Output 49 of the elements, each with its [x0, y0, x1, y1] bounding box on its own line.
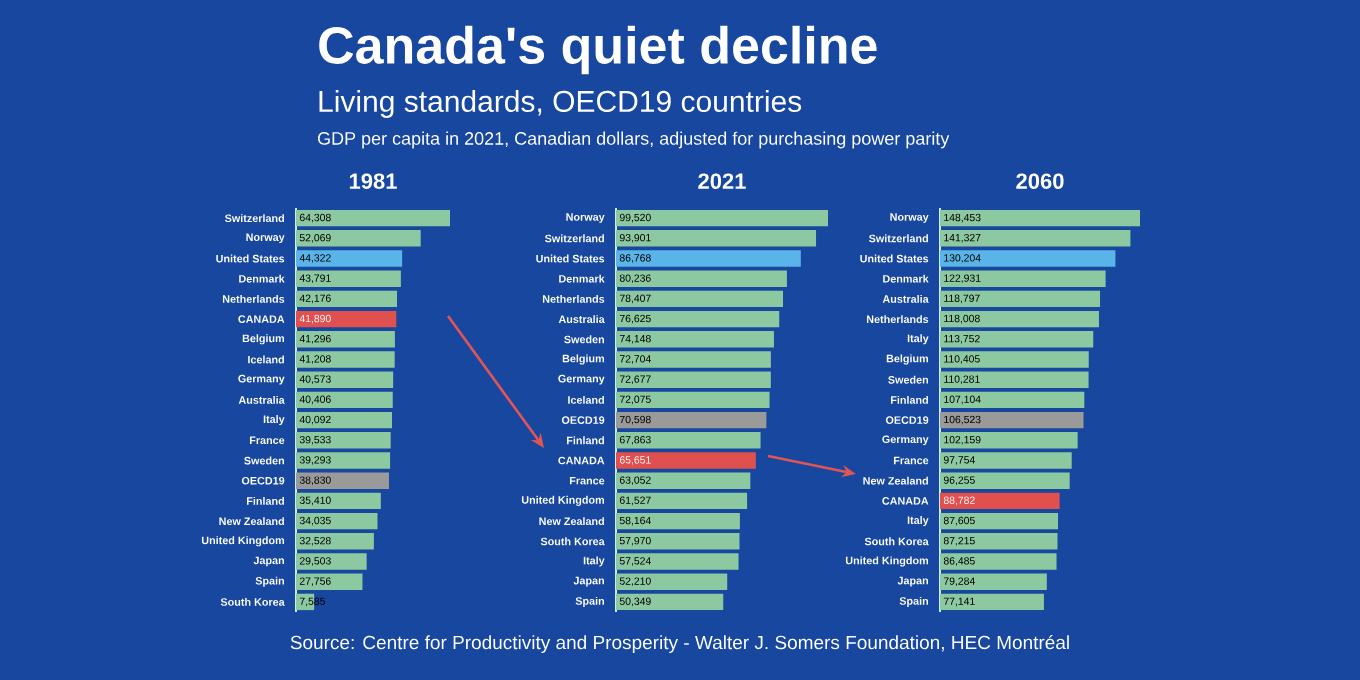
bar — [940, 230, 1131, 247]
bar — [940, 250, 1116, 267]
bar — [616, 573, 728, 590]
bar — [940, 270, 1106, 287]
bar — [616, 310, 780, 328]
bar — [616, 391, 770, 409]
bar — [296, 472, 389, 489]
bar — [616, 411, 767, 429]
bar — [296, 492, 381, 510]
bar — [296, 391, 393, 409]
bar — [940, 310, 1099, 328]
bar — [940, 371, 1089, 388]
text: Canada's quiet decline — [319, 25, 877, 75]
bar — [940, 290, 1101, 308]
bar — [940, 573, 1047, 590]
bar — [296, 230, 421, 247]
bar — [296, 371, 394, 388]
bar — [940, 492, 1060, 510]
bar — [296, 411, 393, 429]
bar — [616, 512, 740, 530]
bar — [940, 391, 1085, 409]
bar — [616, 230, 817, 247]
bar — [616, 371, 771, 388]
text: GDP per capita in 2021, Canadian dollars, adjusted for purchasing power parity — [317, 131, 950, 149]
bar — [940, 512, 1059, 530]
bar — [296, 512, 378, 530]
bar — [616, 290, 784, 308]
bar — [616, 209, 828, 227]
chart-title: 2060 — [1016, 173, 1064, 189]
chart-title: 2021 — [698, 173, 746, 189]
bar — [616, 250, 801, 267]
bar — [616, 432, 761, 449]
source-note: Source: Centre for Productivity and Prosperity - Walter J. Somers Foundation, HEC Montréal — [290, 635, 1069, 653]
bar — [940, 209, 1141, 227]
bar — [616, 593, 724, 611]
bar — [296, 209, 450, 227]
bar — [616, 472, 751, 489]
bar — [616, 492, 748, 510]
bar — [296, 290, 398, 308]
bar — [616, 452, 756, 469]
bar — [296, 310, 397, 328]
bar — [940, 411, 1084, 429]
bar — [296, 270, 401, 287]
bar — [616, 270, 787, 287]
text: Living standards, OECD19 countries — [319, 90, 802, 118]
bar — [296, 573, 363, 590]
bar — [940, 593, 1044, 611]
bar — [296, 250, 403, 267]
chart-title: 1981 — [349, 173, 397, 189]
